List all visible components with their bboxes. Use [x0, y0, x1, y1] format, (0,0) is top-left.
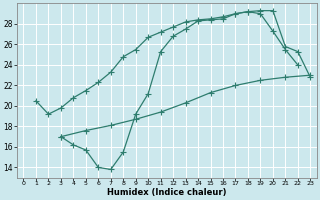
- X-axis label: Humidex (Indice chaleur): Humidex (Indice chaleur): [107, 188, 227, 197]
